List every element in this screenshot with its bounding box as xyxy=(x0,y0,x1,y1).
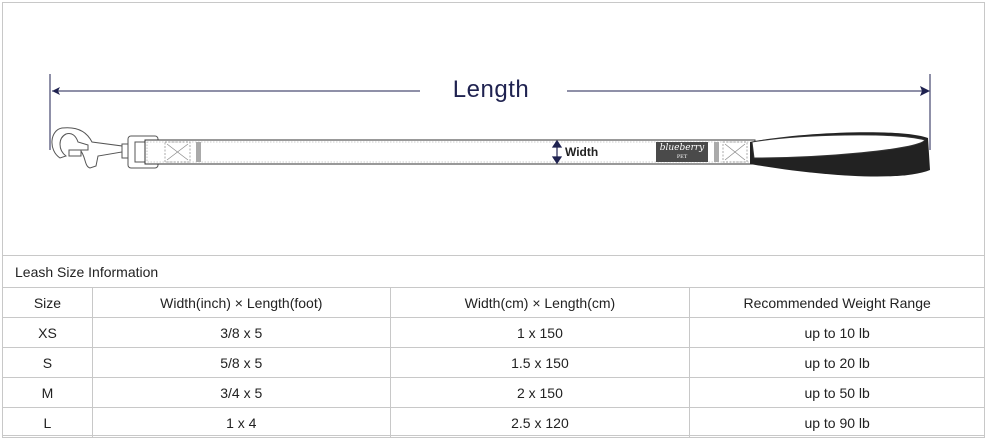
clip-hook-icon xyxy=(51,127,159,169)
table-row: M 3/4 x 5 2 x 150 up to 50 lb xyxy=(2,377,985,408)
table-row: L 1 x 4 2.5 x 120 up to 90 lb xyxy=(2,407,985,438)
cell-cm: 1 x 150 xyxy=(389,317,691,348)
width-arrow-icon xyxy=(551,139,563,165)
stitch-box-left xyxy=(164,141,191,163)
cell-inch: 3/8 x 5 xyxy=(91,317,391,348)
cell-inch: 1 x 4 xyxy=(91,407,391,438)
cell-weight: up to 20 lb xyxy=(689,347,985,378)
cell-inch: 3/4 x 5 xyxy=(91,377,391,408)
cell-cm: 1.5 x 150 xyxy=(389,347,691,378)
leash-diagram: Length Width blueberry PET xyxy=(49,74,931,177)
cell-weight: up to 10 lb xyxy=(689,317,985,348)
cell-cm: 2 x 150 xyxy=(389,377,691,408)
cell-size: L xyxy=(2,407,93,438)
cell-inch: 5/8 x 5 xyxy=(91,347,391,378)
brand-logo: blueberry PET xyxy=(656,142,708,162)
table-title: Leash Size Information xyxy=(2,255,985,288)
stitch-box-right xyxy=(722,141,748,163)
cell-size: XS xyxy=(2,317,93,348)
cell-weight: up to 90 lb xyxy=(689,407,985,438)
header-cm: Width(cm) × Length(cm) xyxy=(389,287,691,318)
size-table: Leash Size Information Size Width(inch) … xyxy=(2,255,985,438)
width-label: Width xyxy=(565,145,599,159)
table-header-row: Size Width(inch) × Length(foot) Width(cm… xyxy=(2,287,985,318)
header-weight: Recommended Weight Range xyxy=(689,287,985,318)
cell-size: S xyxy=(2,347,93,378)
leash-illustration xyxy=(49,74,931,177)
table-row: S 5/8 x 5 1.5 x 150 up to 20 lb xyxy=(2,347,985,378)
cell-cm: 2.5 x 120 xyxy=(389,407,691,438)
cell-weight: up to 50 lb xyxy=(689,377,985,408)
table-row: XS 3/8 x 5 1 x 150 up to 10 lb xyxy=(2,317,985,348)
header-inch: Width(inch) × Length(foot) xyxy=(91,287,391,318)
arrowhead-left-icon xyxy=(52,87,60,95)
cell-size: M xyxy=(2,377,93,408)
length-label: Length xyxy=(452,76,530,103)
header-size: Size xyxy=(2,287,93,318)
arrowhead-right-icon xyxy=(920,86,930,96)
